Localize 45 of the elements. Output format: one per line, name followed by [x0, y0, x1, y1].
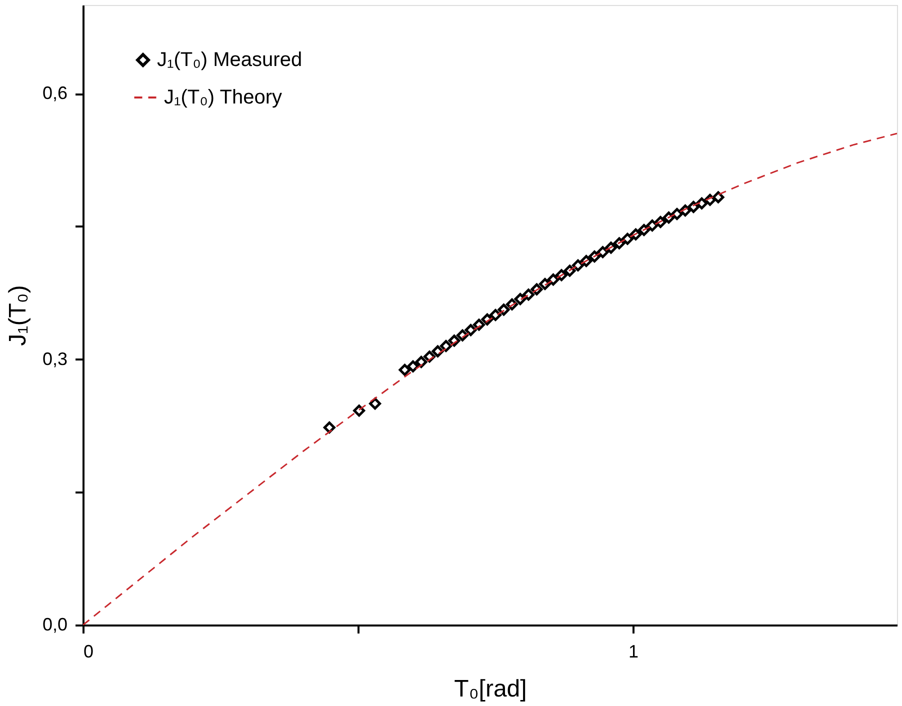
y-tick-label: 0,3: [42, 348, 68, 369]
point: [464, 324, 477, 336]
point: [564, 264, 576, 277]
point: [522, 288, 534, 301]
x-tick-label: 1: [628, 642, 639, 662]
y-tick-label: 0,0: [42, 614, 68, 634]
point: [712, 191, 724, 204]
legend-label: J₁(T₀) Theory: [164, 86, 282, 108]
legend-label: J₁(T₀) Measured: [157, 49, 302, 71]
x-axis-title: T₀[rad]: [454, 676, 527, 702]
point: [596, 246, 609, 258]
point: [679, 204, 692, 216]
point: [490, 309, 502, 321]
point: [539, 278, 551, 290]
point: [580, 254, 592, 267]
point: [696, 197, 708, 210]
point: [514, 293, 526, 306]
point: [704, 194, 716, 206]
point: [605, 242, 617, 254]
y-tick-label: 0,6: [42, 83, 68, 104]
point: [530, 283, 543, 296]
point: [654, 216, 666, 228]
y-axis-title: J₁(T₀): [4, 285, 32, 346]
point: [588, 250, 600, 263]
point: [630, 228, 642, 240]
point: [456, 329, 468, 342]
point: [415, 356, 428, 368]
point: [613, 237, 626, 250]
point: [646, 220, 658, 232]
point: [671, 208, 683, 220]
point: [440, 340, 452, 352]
point: [688, 200, 700, 213]
point: [448, 334, 460, 347]
x-tick-label: 0: [84, 642, 94, 662]
point: [638, 224, 650, 236]
point: [662, 212, 675, 224]
point: [407, 360, 419, 372]
point: [473, 318, 485, 331]
point: [572, 259, 584, 272]
point: [498, 304, 510, 316]
point: [353, 404, 366, 417]
point: [547, 274, 560, 286]
point: [481, 313, 494, 326]
point: [556, 269, 568, 282]
point: [398, 364, 411, 376]
